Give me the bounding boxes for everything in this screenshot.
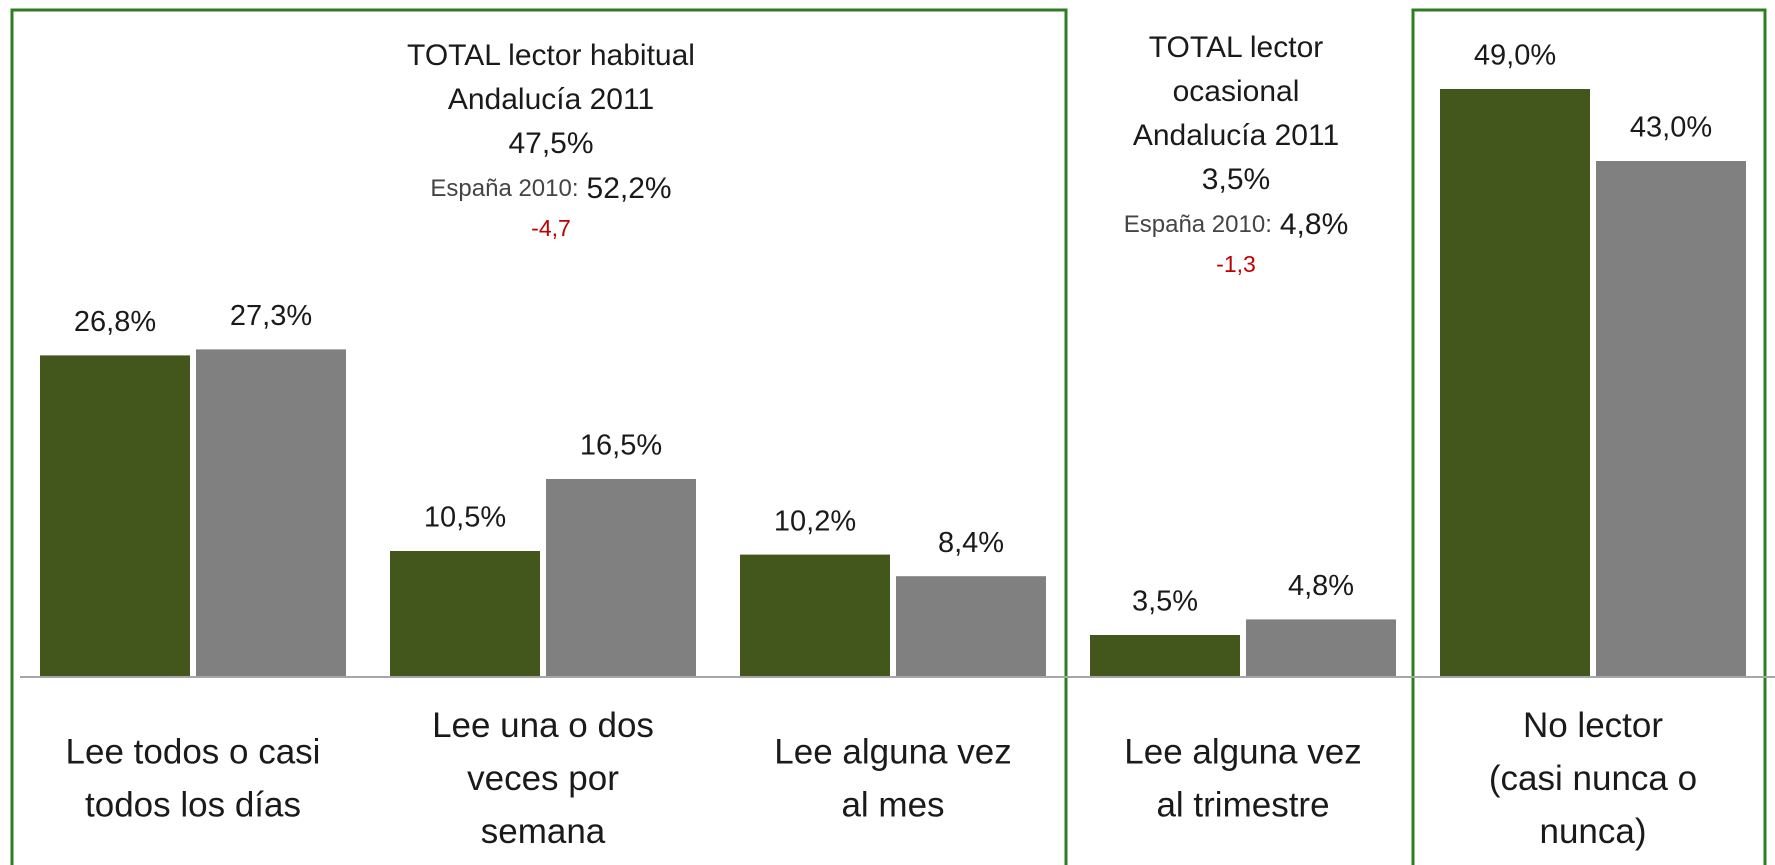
annotation-line: TOTAL lector habitual [407,39,695,72]
compare-value: 4,8% [1280,208,1348,241]
annotation-line: Andalucía 2011 [1133,119,1339,152]
x-tick-label-line: Lee todos o casi [66,733,321,772]
value-label: 26,8% [74,306,156,338]
x-tick-label-line: (casi nunca o [1489,759,1697,798]
value-label: 4,8% [1288,570,1354,602]
x-tick-label: Lee alguna vez al mes [774,733,1011,825]
annotation-line: Andalucía 2011 [448,83,654,116]
annotation-line: 3,5% [1202,163,1270,196]
annotation-diff: -4,7 [531,215,571,241]
bar [1596,161,1746,677]
x-tick-label-line: Lee alguna vez [774,733,1011,772]
bar [1090,635,1240,677]
x-tick-label-line: Lee alguna vez [1124,733,1361,772]
x-tick-label-line: semana [481,812,606,851]
bar [740,554,890,677]
x-tick-label-line: todos los días [85,786,301,825]
bar [1246,619,1396,677]
x-tick-label-line: No lector [1523,706,1663,745]
x-tick-label: No lector (casi nunca o nunca) [1489,706,1697,851]
annotation-compare: España 2010: 52,2% [430,172,671,205]
value-label: 3,5% [1132,586,1198,618]
x-tick-label-line: al mes [841,786,944,825]
x-tick-label-line: al trimestre [1156,786,1329,825]
value-label: 10,5% [424,502,506,534]
bar [896,576,1046,677]
annotation-diff: -1,3 [1216,251,1256,277]
bar [1440,89,1590,677]
value-label: 43,0% [1630,112,1712,144]
x-tick-label-line: veces por [467,759,619,798]
x-tick-label: Lee todos o casi todos los días [66,733,321,825]
x-tick-label: Lee alguna vez al trimestre [1124,733,1361,825]
annotation-line: 47,5% [508,127,593,160]
value-label: 10,2% [774,505,856,537]
bar [196,349,346,677]
x-tick-label-line: Lee una o dos [432,706,654,745]
group-frame [1411,8,1767,865]
annotation-line: ocasional [1173,75,1300,108]
value-label: 8,4% [938,527,1004,559]
x-tick-label: Lee una o dos veces por semana [432,706,654,851]
value-label: 27,3% [230,300,312,332]
x-tick-label-line: nunca) [1539,812,1646,851]
annotation-compare: España 2010: 4,8% [1124,208,1349,241]
value-label: 16,5% [580,430,662,462]
bar [546,479,696,677]
bar [40,355,190,677]
bar [390,551,540,677]
group-frame [10,8,1068,865]
compare-label: España 2010: [430,175,578,202]
value-label: 49,0% [1474,40,1556,72]
compare-label: España 2010: [1124,211,1272,238]
annotation-line: TOTAL lector [1149,31,1324,64]
compare-value: 52,2% [587,172,672,205]
